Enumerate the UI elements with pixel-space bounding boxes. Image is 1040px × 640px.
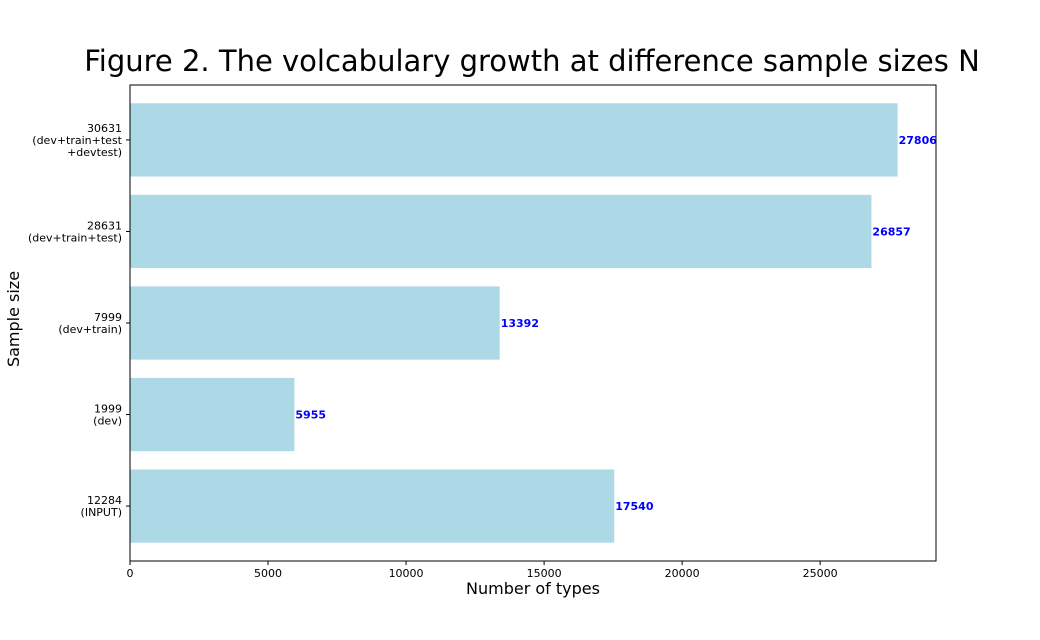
bars-group <box>130 103 898 543</box>
y-tick-label-0: 12284 (INPUT) <box>81 494 122 519</box>
bar-4 <box>130 103 898 177</box>
y-axis-label: Sample size <box>4 271 23 367</box>
x-tick-label-3: 15000 <box>527 567 562 580</box>
bar-3 <box>130 194 872 269</box>
x-tick-label-5: 25000 <box>803 567 838 580</box>
bar-value-label-0: 17540 <box>615 500 654 513</box>
chart-title: Figure 2. The volcabulary growth at diff… <box>84 44 980 78</box>
y-tick-label-1: 1999 (dev) <box>93 403 122 428</box>
bar-value-label-4: 27806 <box>899 134 938 147</box>
y-tick-label-3: 28631 (dev+train+test) <box>28 219 122 244</box>
bar-value-label-3: 26857 <box>872 225 910 238</box>
x-tick-label-0: 0 <box>127 567 134 580</box>
x-axis-label: Number of types <box>466 579 600 598</box>
bar-1 <box>130 377 295 452</box>
x-axis-ticks: 0 5000 10000 15000 20000 25000 <box>127 561 838 580</box>
bar-0 <box>130 469 615 543</box>
bar-2 <box>130 286 500 360</box>
x-tick-label-2: 10000 <box>389 567 424 580</box>
bar-value-label-2: 13392 <box>501 317 539 330</box>
x-tick-label-1: 5000 <box>254 567 282 580</box>
y-tick-label-2: 7999 (dev+train) <box>58 311 122 336</box>
y-axis-ticks: 12284 (INPUT) 1999 (dev) 7999 (dev+train) 2863… <box>28 122 130 519</box>
x-tick-label-4: 20000 <box>665 567 700 580</box>
value-labels-group: 17540 5955 13392 26857 27806 <box>295 134 937 513</box>
y-tick-label-4: 30631 (dev+train+test +devtest) <box>32 122 122 159</box>
bar-value-label-1: 5955 <box>295 409 326 422</box>
